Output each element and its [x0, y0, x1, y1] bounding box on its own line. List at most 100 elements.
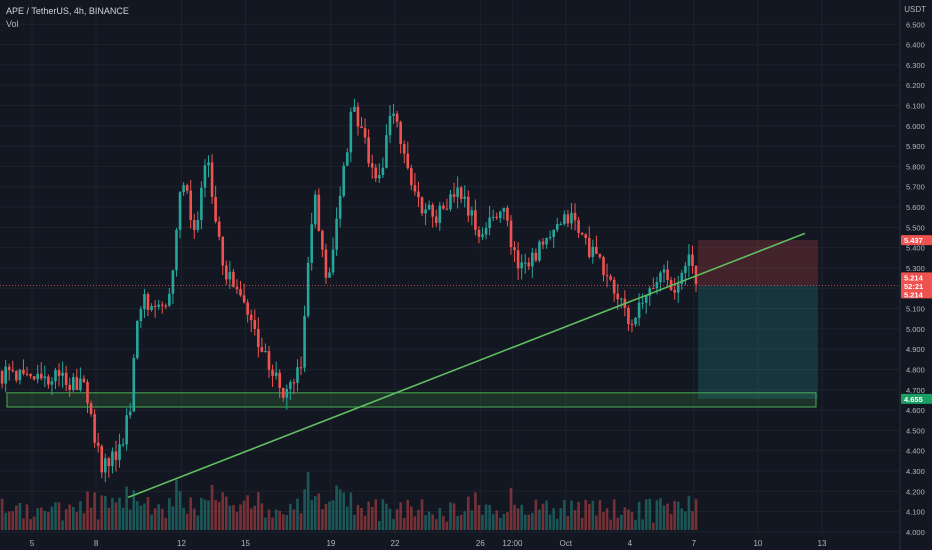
- volume-bar: [470, 510, 474, 530]
- volume-bar: [75, 511, 79, 530]
- svg-text:4.655: 4.655: [904, 395, 923, 404]
- candle-body: [146, 294, 150, 311]
- volume-bar: [57, 502, 61, 530]
- volume-bar: [513, 504, 516, 530]
- drawings[interactable]: [0, 232, 900, 499]
- candle-body: [267, 351, 271, 370]
- candle-body: [452, 194, 456, 197]
- candle-body: [75, 377, 79, 391]
- candle-body: [655, 282, 659, 289]
- volume-bar: [641, 519, 644, 530]
- volume-bar: [128, 509, 132, 530]
- volume-bar: [313, 496, 317, 530]
- volume-bar: [79, 501, 82, 530]
- volume-bar: [655, 500, 659, 530]
- candle-body: [185, 185, 189, 191]
- candle-body: [420, 197, 424, 214]
- candle-body: [673, 289, 676, 293]
- candle-body: [11, 370, 15, 372]
- candle-body: [584, 234, 588, 239]
- volume-bar: [160, 508, 164, 530]
- candle-body: [200, 187, 203, 221]
- candle-body: [71, 377, 75, 391]
- x-tick-label: 5: [30, 539, 35, 548]
- volume-bar: [224, 496, 228, 530]
- candle-body: [168, 293, 171, 306]
- y-tick-label: 6.100: [906, 102, 925, 111]
- volume-bar: [413, 516, 417, 530]
- candle-body: [136, 321, 139, 359]
- candle-body: [463, 196, 467, 199]
- volume-bar: [584, 499, 588, 530]
- volume-bar: [360, 507, 363, 530]
- symbol-title[interactable]: APE / TetherUS, 4h, BINANCE: [6, 6, 129, 16]
- candle-body: [534, 252, 538, 261]
- candle-body: [552, 229, 555, 237]
- stop-loss-zone[interactable]: [698, 240, 818, 286]
- volume-bar: [139, 505, 143, 530]
- volume-bar: [143, 503, 146, 530]
- drawing-zones[interactable]: [6, 240, 818, 408]
- volume-bar: [96, 519, 100, 530]
- volume-bar: [630, 511, 634, 530]
- candle-body: [637, 302, 641, 318]
- currency-unit-label: USDT: [904, 5, 926, 14]
- volume-bar: [89, 507, 93, 530]
- candle-body: [324, 249, 328, 278]
- volume-bar: [281, 514, 285, 530]
- volume-bar: [185, 513, 189, 530]
- volume-bar: [499, 517, 502, 530]
- volume-bar: [7, 511, 11, 530]
- candle-body: [363, 128, 367, 138]
- volume-bar: [168, 498, 171, 530]
- volume-bar: [591, 500, 595, 530]
- candle-body: [488, 217, 491, 229]
- candle-body: [648, 288, 652, 296]
- trendline[interactable]: [127, 232, 806, 499]
- candle-body: [257, 329, 260, 348]
- candle-body: [676, 283, 680, 293]
- candle-body: [385, 135, 388, 168]
- candle-body: [591, 246, 595, 257]
- candle-body: [289, 382, 292, 389]
- y-tick-label: 5.100: [906, 305, 925, 314]
- volume-bar: [353, 514, 356, 530]
- candle-body: [491, 216, 495, 218]
- candle-body: [25, 373, 29, 375]
- take-profit-zone[interactable]: [698, 285, 818, 399]
- volume-bar: [417, 509, 420, 530]
- volume-bar: [652, 522, 655, 530]
- candle-body: [612, 279, 616, 294]
- candle-body: [595, 246, 598, 254]
- volume-bar: [310, 499, 314, 530]
- y-tick-label: 5.400: [906, 244, 925, 253]
- volume-bar: [481, 514, 484, 530]
- volume-bar: [121, 507, 125, 530]
- candle-body: [196, 220, 200, 231]
- y-tick-label: 4.600: [906, 406, 925, 415]
- candle-body: [516, 250, 520, 269]
- volume-bars: [0, 472, 698, 530]
- volume-bar: [278, 510, 281, 530]
- candle-body: [235, 286, 239, 290]
- volume-indicator-label[interactable]: Vol: [6, 19, 19, 29]
- y-tick-label: 4.200: [906, 487, 925, 496]
- candle-body: [477, 229, 481, 237]
- y-tick-label: 5.600: [906, 203, 925, 212]
- volume-bar: [548, 514, 552, 530]
- volume-bar: [644, 499, 648, 530]
- candle-body: [22, 369, 25, 374]
- time-axis[interactable]: 5 8 12 15 19 22 26 12:00 Oct 4 7 10 13: [30, 539, 827, 548]
- volume-bar: [47, 511, 50, 530]
- candle-body: [93, 414, 96, 443]
- candle-body: [278, 372, 281, 388]
- candle-body: [413, 185, 417, 192]
- volume-bar: [61, 520, 64, 530]
- support-zone-rect[interactable]: [6, 392, 817, 408]
- candle-body: [303, 315, 306, 368]
- volume-bar: [534, 499, 538, 530]
- x-tick-label: 8: [94, 539, 99, 548]
- volume-bar: [402, 517, 406, 530]
- candle-body: [466, 196, 470, 216]
